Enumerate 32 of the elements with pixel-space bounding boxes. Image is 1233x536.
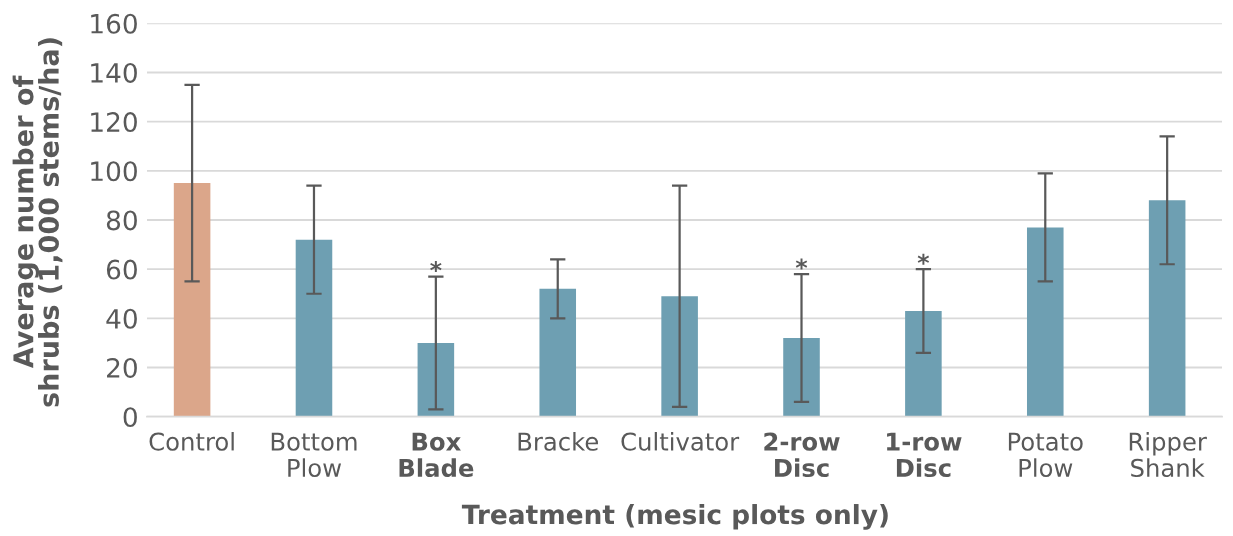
y-tick-label: 120 (91, 112, 137, 133)
y-axis-title: Average number of shrubs (1,000 stems/ha) (12, 38, 63, 407)
y-tick-label: 60 (106, 259, 137, 280)
bar (539, 288, 577, 417)
bar (1148, 200, 1186, 417)
x-tick-label: Bracke (518, 431, 598, 451)
x-tick-label: Box Blade (399, 432, 474, 478)
x-tick-label: Control (149, 431, 234, 451)
x-tick-label: Ripper Shank (1129, 431, 1207, 478)
bar (661, 296, 698, 417)
x-axis-title: Treatment (mesic plots only) (461, 504, 888, 530)
x-tick-label: Cultivator (621, 431, 740, 451)
bar (295, 239, 333, 417)
bar (783, 338, 820, 417)
y-tick-label: 80 (106, 210, 137, 231)
bar (905, 310, 942, 417)
data-label: * (917, 253, 930, 265)
x-tick-label: Bottom Plow (271, 432, 357, 478)
bar (417, 342, 455, 417)
y-tick-label: 140 (91, 62, 137, 83)
bar (173, 183, 211, 417)
x-tick-label: Potato Plow (1008, 432, 1083, 478)
bar (1026, 227, 1064, 417)
y-tick-label: 40 (106, 308, 137, 329)
y-tick-label: 100 (91, 161, 137, 182)
y-tick-label: 0 (123, 407, 137, 428)
x-tick-label: 2-row Disc (764, 432, 840, 478)
data-label: * (430, 261, 442, 273)
data-label: * (795, 258, 808, 270)
y-tick-label: 160 (91, 13, 137, 34)
y-tick-label: 20 (107, 357, 137, 378)
x-tick-label: 1-row Disc (887, 432, 962, 478)
